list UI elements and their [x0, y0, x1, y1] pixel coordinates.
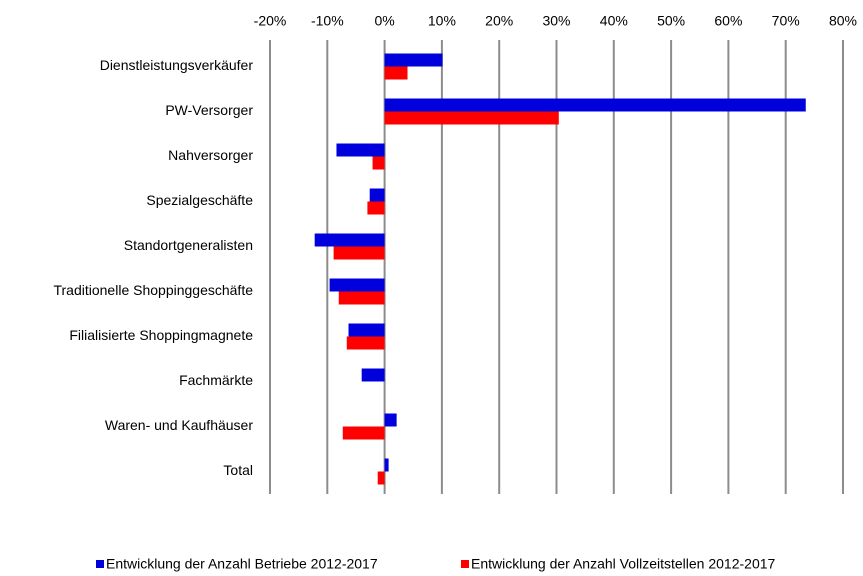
- legend-swatch: [461, 560, 469, 568]
- bar: [384, 458, 389, 472]
- bar: [346, 336, 385, 350]
- y-tick-label: Traditionelle Shoppinggeschäfte: [53, 282, 253, 298]
- bar: [336, 143, 385, 157]
- x-tick-label: 70%: [772, 13, 800, 29]
- legend-label: Entwicklung der Anzahl Vollzeitstellen 2…: [471, 556, 776, 572]
- x-tick-label: 80%: [829, 13, 857, 29]
- y-tick-label: Nahversorger: [168, 147, 253, 163]
- bar: [384, 413, 397, 427]
- x-tick-label: 30%: [542, 13, 570, 29]
- x-tick-label: -10%: [311, 13, 344, 29]
- x-tick-label: 50%: [657, 13, 685, 29]
- bar: [367, 201, 385, 215]
- bar: [384, 111, 559, 125]
- y-tick-label: Dienstleistungsverkäufer: [100, 57, 254, 73]
- x-tick-label: 10%: [428, 13, 456, 29]
- bar: [377, 471, 385, 485]
- x-tick-label: 60%: [714, 13, 742, 29]
- x-tick-label: 0%: [374, 13, 394, 29]
- bar: [333, 246, 385, 260]
- y-tick-label: Total: [223, 462, 253, 478]
- bar: [338, 291, 385, 305]
- bar: [361, 368, 385, 382]
- bar: [384, 98, 806, 112]
- bar: [348, 323, 385, 337]
- bar: [372, 156, 385, 170]
- bar: [369, 188, 385, 202]
- y-tick-label: Waren- und Kaufhäuser: [105, 417, 253, 433]
- x-tick-label: 20%: [485, 13, 513, 29]
- bar: [342, 426, 385, 440]
- bar: [384, 53, 443, 67]
- bar: [384, 66, 408, 80]
- y-tick-label: Standortgeneralisten: [124, 237, 253, 253]
- y-tick-label: Fachmärkte: [179, 372, 253, 388]
- legend-label: Entwicklung der Anzahl Betriebe 2012-201…: [106, 556, 378, 572]
- x-tick-label: 40%: [600, 13, 628, 29]
- bar: [314, 233, 385, 247]
- y-tick-label: Filialisierte Shoppingmagnete: [69, 327, 253, 343]
- legend-swatch: [96, 560, 104, 568]
- y-tick-label: Spezialgeschäfte: [146, 192, 253, 208]
- x-tick-label: -20%: [254, 13, 287, 29]
- bar: [329, 278, 385, 292]
- y-tick-label: PW-Versorger: [165, 102, 253, 118]
